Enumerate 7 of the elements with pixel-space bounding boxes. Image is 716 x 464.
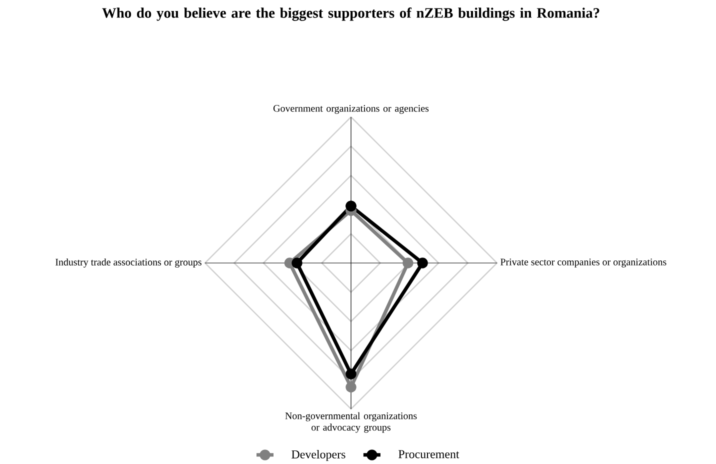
spoke-label: Non-governmental organizations or advocacy groups <box>285 412 417 433</box>
legend-label: Developers <box>292 450 346 461</box>
spoke-label: Industry trade associations or groups <box>56 258 202 268</box>
chart-title: Who do you believe are the biggest supporters of nZEB buildings in Romania? <box>102 8 600 21</box>
spoke-label: Private sector companies or organizations <box>500 258 666 268</box>
spoke-label: Government organizations or agencies <box>273 105 429 114</box>
legend-label: Procurement <box>398 450 460 458</box>
